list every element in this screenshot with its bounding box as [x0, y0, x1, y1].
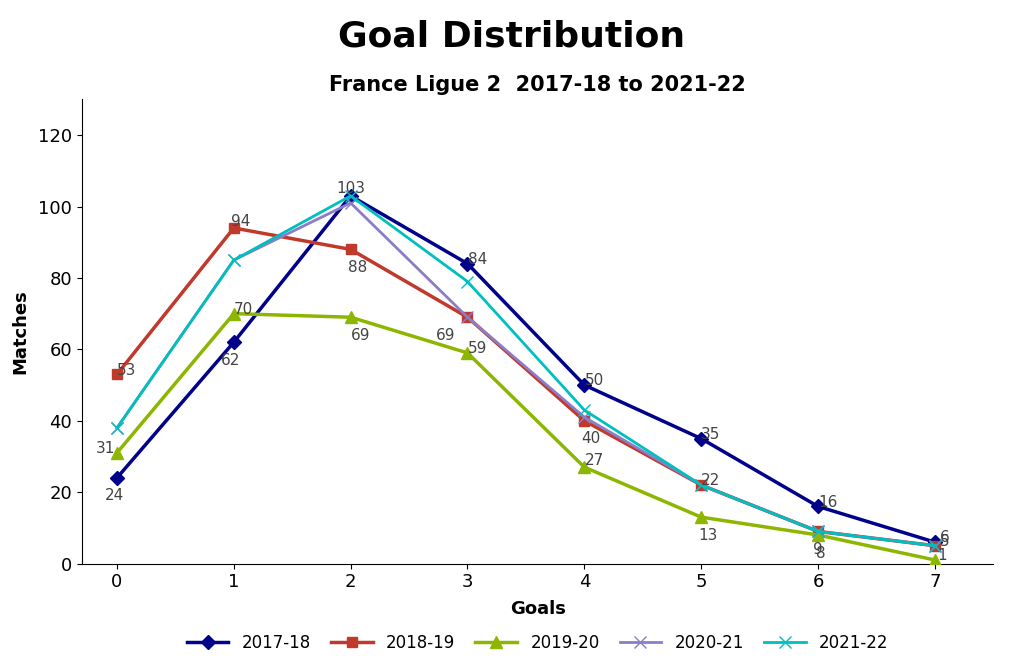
Title: France Ligue 2  2017-18 to 2021-22: France Ligue 2 2017-18 to 2021-22 [330, 75, 745, 95]
Line: 2019-20: 2019-20 [112, 308, 940, 566]
2018-19 [111, 371, 123, 379]
Text: 9: 9 [813, 542, 823, 557]
Text: 35: 35 [701, 427, 721, 442]
2019-20 [929, 556, 941, 564]
Text: 94: 94 [231, 213, 251, 229]
2019-20 [344, 313, 356, 321]
2019-20 [812, 531, 824, 539]
Text: 69: 69 [350, 328, 370, 343]
Text: Goal Distribution: Goal Distribution [339, 20, 685, 54]
Text: 50: 50 [585, 373, 604, 389]
2018-19 [344, 245, 356, 253]
2017-18 [462, 260, 474, 268]
Text: 27: 27 [585, 453, 604, 467]
2021-22 [579, 406, 591, 414]
Y-axis label: Matches: Matches [11, 289, 30, 374]
2017-18 [695, 435, 708, 443]
Text: 53: 53 [117, 363, 136, 378]
2019-20 [695, 513, 708, 521]
Text: 6: 6 [940, 530, 949, 546]
2018-19 [812, 528, 824, 536]
Text: 103: 103 [336, 182, 366, 196]
Text: 69: 69 [435, 328, 455, 343]
Text: 40: 40 [582, 432, 601, 446]
2018-19 [227, 224, 240, 232]
Line: 2018-19: 2018-19 [112, 223, 940, 550]
Legend: 2017-18, 2018-19, 2019-20, 2020-21, 2021-22: 2017-18, 2018-19, 2019-20, 2020-21, 2021… [180, 628, 895, 659]
Text: 84: 84 [468, 252, 486, 267]
Text: 5: 5 [940, 534, 949, 549]
2021-22 [344, 192, 356, 200]
X-axis label: Goals: Goals [510, 599, 565, 618]
2020-21 [812, 528, 824, 536]
2017-18 [579, 381, 591, 389]
2018-19 [462, 313, 474, 321]
Text: 16: 16 [818, 495, 838, 510]
2018-19 [929, 542, 941, 550]
2020-21 [695, 481, 708, 489]
Line: 2017-18: 2017-18 [112, 191, 940, 547]
2020-21 [227, 256, 240, 264]
Text: 31: 31 [96, 441, 116, 456]
2018-19 [579, 417, 591, 425]
2021-22 [111, 424, 123, 432]
2019-20 [462, 349, 474, 357]
2017-18 [344, 192, 356, 200]
Text: 70: 70 [233, 302, 253, 317]
2017-18 [929, 538, 941, 546]
Text: 88: 88 [348, 260, 368, 275]
Text: 1: 1 [937, 548, 946, 564]
2021-22 [462, 278, 474, 286]
Text: 59: 59 [468, 341, 486, 356]
2021-22 [695, 481, 708, 489]
2020-21 [579, 413, 591, 421]
Line: 2021-22: 2021-22 [111, 190, 941, 552]
2021-22 [227, 256, 240, 264]
2019-20 [227, 310, 240, 318]
2020-21 [462, 313, 474, 321]
2019-20 [111, 449, 123, 457]
Text: 62: 62 [221, 353, 241, 368]
2020-21 [344, 199, 356, 207]
Text: 22: 22 [701, 473, 721, 489]
2018-19 [695, 481, 708, 489]
Text: 24: 24 [104, 489, 124, 503]
Text: 8: 8 [816, 546, 825, 560]
2021-22 [929, 542, 941, 550]
2020-21 [929, 542, 941, 550]
2017-18 [227, 338, 240, 346]
2017-18 [812, 503, 824, 511]
Text: 13: 13 [698, 528, 718, 543]
2021-22 [812, 528, 824, 536]
2020-21 [111, 424, 123, 432]
Line: 2020-21: 2020-21 [111, 197, 941, 552]
2017-18 [111, 474, 123, 482]
2019-20 [579, 463, 591, 471]
